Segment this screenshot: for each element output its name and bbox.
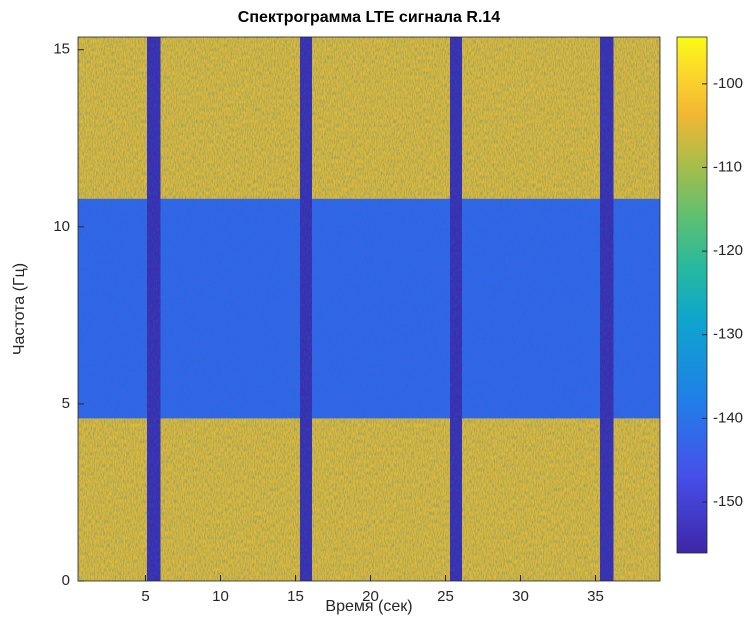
x-tick-label: 15 xyxy=(287,588,304,605)
colorbar-tick-label: -100 xyxy=(713,75,743,92)
colorbar-tick-label: -110 xyxy=(713,158,742,175)
chart-title: Спектрограмма LTE сигнала R.14 xyxy=(238,9,500,26)
y-tick-label: 5 xyxy=(62,395,70,412)
plot-frame xyxy=(77,36,661,582)
colorbar xyxy=(676,36,708,554)
x-tick-label: 5 xyxy=(141,588,149,605)
y-axis-label: Частота (Гц) xyxy=(11,263,28,355)
colorbar-tick-label: -140 xyxy=(713,409,743,426)
colorbar-tick-label: -150 xyxy=(713,493,743,510)
colorbar-tick-label: -130 xyxy=(713,326,743,343)
x-axis-label: Время (сек) xyxy=(325,598,412,615)
texture xyxy=(78,37,660,581)
x-tick-label: 30 xyxy=(512,588,529,605)
x-tick-label: 20 xyxy=(362,588,379,605)
y-tick-label: 0 xyxy=(62,572,70,589)
x-tick-label: 35 xyxy=(587,588,604,605)
x-tick-label: 10 xyxy=(212,588,229,605)
y-tick-label: 10 xyxy=(53,218,70,235)
x-tick-label: 25 xyxy=(437,588,454,605)
colorbar-tick-label: -120 xyxy=(713,242,743,259)
y-tick-label: 15 xyxy=(53,41,70,58)
